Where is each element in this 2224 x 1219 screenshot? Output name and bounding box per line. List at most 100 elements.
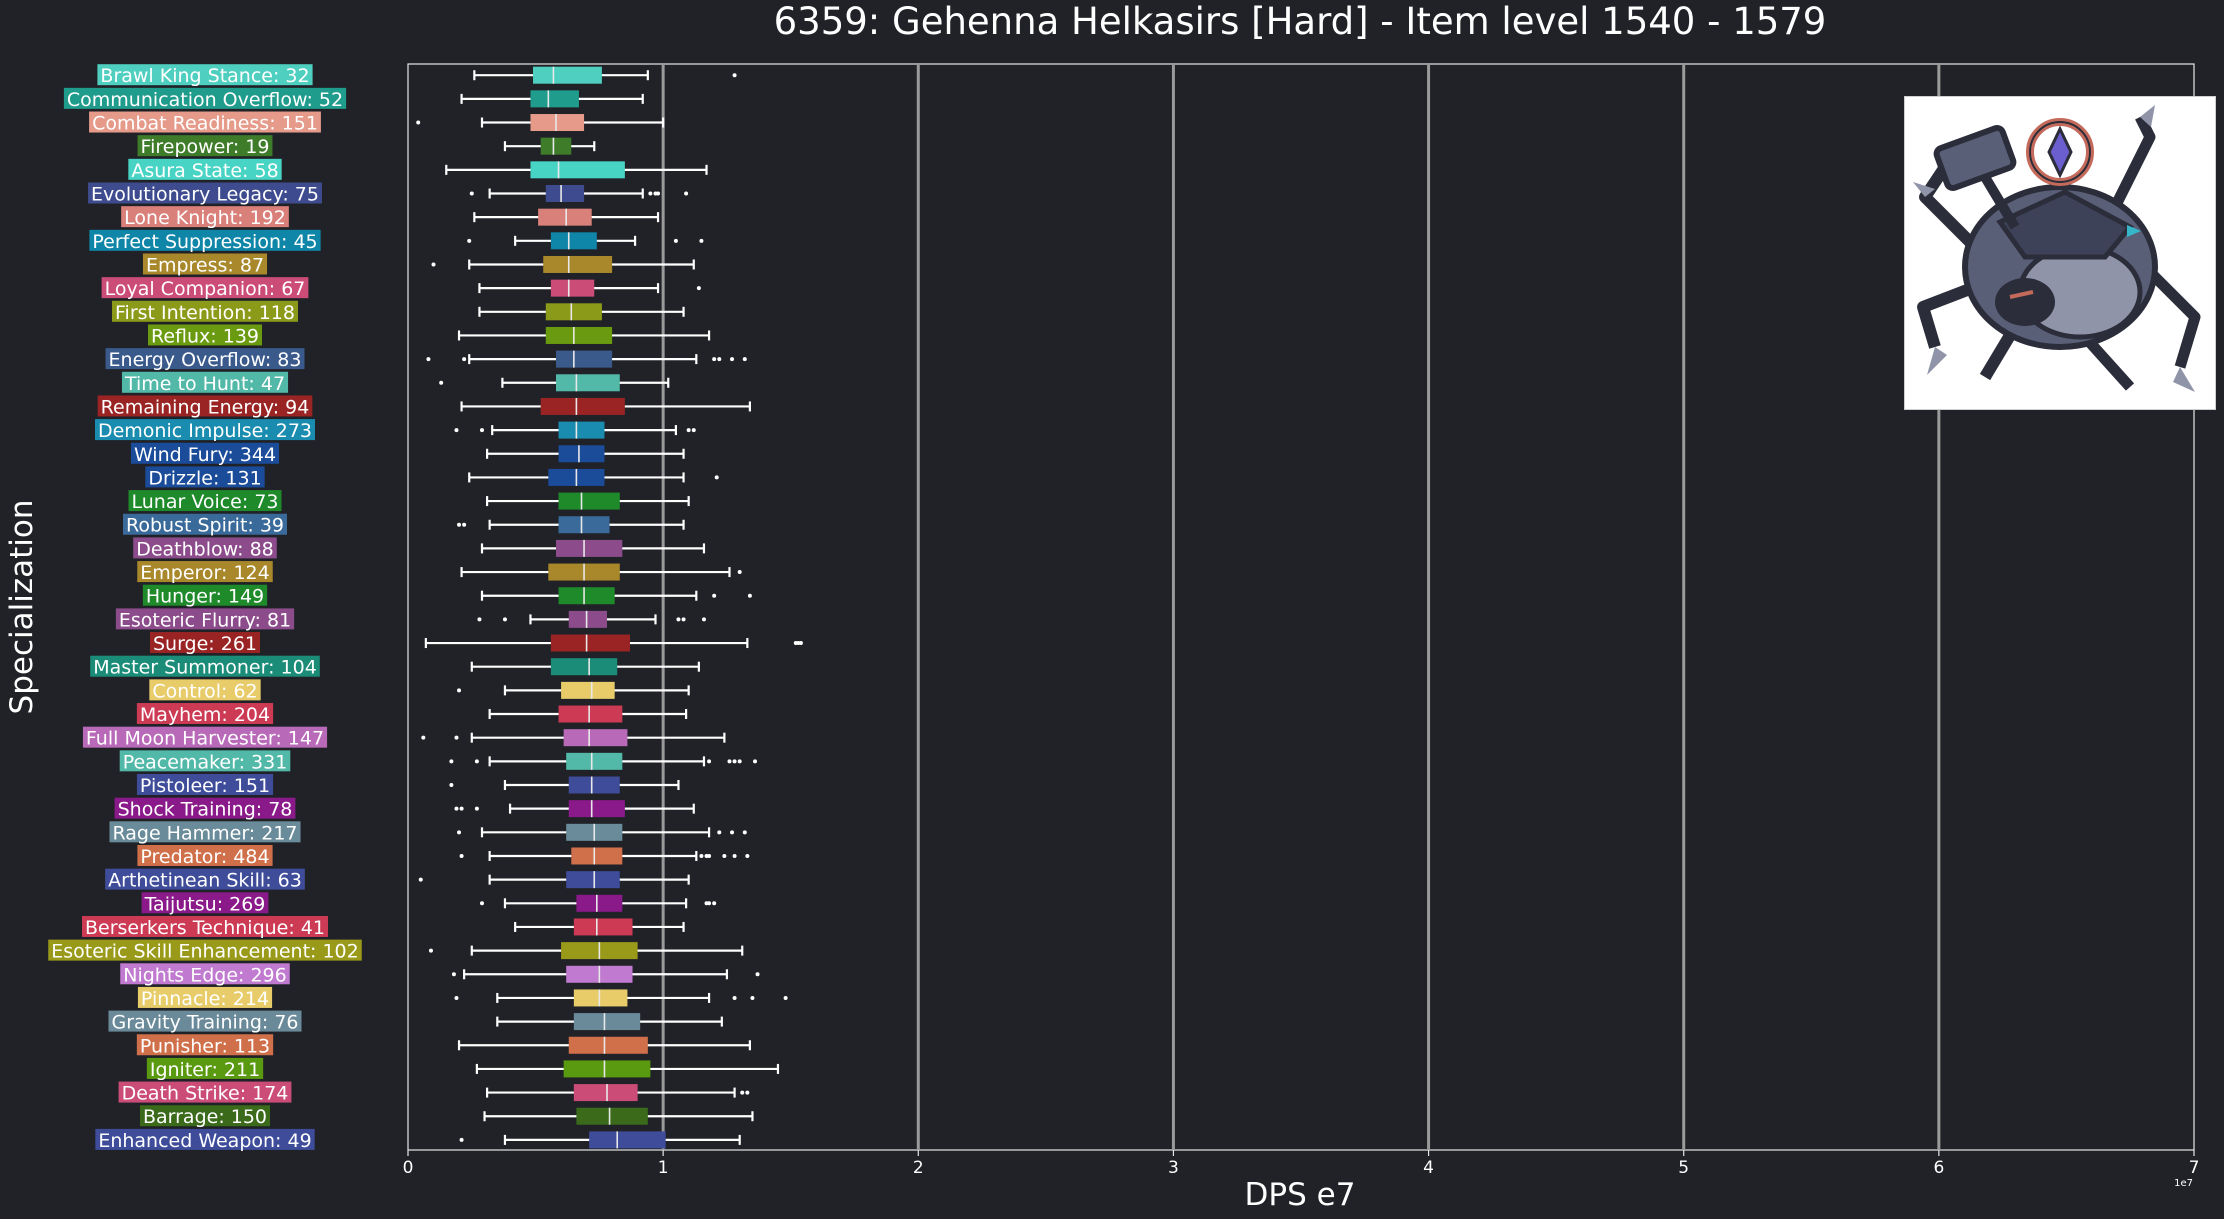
outlier-point — [684, 191, 689, 196]
category-label-7: Perfect Suppression: 45 — [89, 229, 321, 253]
category-label-27: Mayhem: 204 — [136, 703, 274, 726]
outlier-point — [707, 759, 712, 764]
category-label-bg — [97, 395, 313, 417]
category-label-bg — [101, 277, 309, 299]
iqr-box — [558, 705, 623, 723]
category-label-bg — [142, 253, 268, 275]
box-row-5 — [469, 185, 689, 202]
box-row-37 — [428, 942, 744, 960]
iqr-box — [571, 847, 623, 865]
category-label-34: Arthetinean Skill: 63 — [105, 868, 305, 892]
category-label-text: Firepower: 19 — [141, 136, 270, 158]
x-tick-label-7: 7 — [2189, 1158, 2200, 1178]
x-tick-label-4: 4 — [1423, 1158, 1434, 1178]
outlier-point — [454, 806, 459, 811]
category-label-bg — [122, 513, 288, 535]
iqr-box — [558, 492, 620, 510]
outlier-point — [454, 735, 459, 740]
category-label-text: Master Summoner: 104 — [93, 657, 317, 679]
category-label-4: Asura State: 58 — [128, 158, 282, 182]
category-label-22: Hunger: 149 — [142, 584, 268, 608]
category-label-16: Wind Fury: 344 — [130, 442, 280, 466]
category-label-text: Perfect Suppression: 45 — [92, 231, 317, 253]
iqr-box — [566, 871, 620, 889]
category-label-text: Enhanced Weapon: 49 — [98, 1130, 311, 1152]
category-label-0: Brawl King Stance: 32 — [97, 64, 313, 87]
x-tick-label-0: 0 — [403, 1158, 414, 1178]
category-label-text: Esoteric Flurry: 81 — [119, 609, 291, 631]
iqr-box — [555, 539, 623, 557]
iqr-box — [545, 303, 602, 321]
category-label-text: Taijutsu: 269 — [144, 893, 266, 915]
box-row-9 — [478, 279, 701, 297]
category-label-text: Barrage: 150 — [143, 1106, 267, 1128]
iqr-box — [530, 161, 625, 179]
iqr-box — [563, 729, 628, 747]
category-label-text: Shock Training: 78 — [118, 799, 293, 821]
box-row-38 — [451, 965, 760, 983]
category-label-37: Esoteric Skill Enhancement: 102 — [48, 939, 362, 963]
category-label-32: Rage Hammer: 217 — [109, 821, 301, 844]
category-label-bg — [142, 584, 268, 606]
iqr-box — [576, 1107, 648, 1125]
category-label-bg — [119, 750, 291, 772]
category-label-33: Predator: 484 — [137, 844, 273, 868]
outlier-point — [457, 830, 462, 835]
category-label-8: Empress: 87 — [142, 253, 268, 276]
outlier-point — [752, 759, 757, 764]
category-label-bg — [90, 655, 320, 677]
box-row-1 — [460, 90, 644, 108]
outlier-point — [467, 238, 472, 243]
category-label-text: Wind Fury: 344 — [134, 444, 276, 466]
outlier-point — [418, 877, 423, 882]
category-label-20: Deathblow: 88 — [133, 537, 277, 560]
outlier-point — [477, 617, 482, 622]
category-label-9: Loyal Companion: 67 — [101, 277, 309, 300]
outlier-point — [459, 806, 464, 811]
outlier-point — [449, 783, 454, 787]
category-label-bg — [148, 324, 262, 346]
outlier-point — [701, 617, 706, 622]
outlier-point — [699, 853, 704, 858]
category-label-bg — [108, 1010, 302, 1032]
gridlines — [661, 64, 1941, 1150]
iqr-box — [540, 137, 572, 155]
iqr-box — [573, 918, 633, 936]
category-label-text: Robust Spirit: 39 — [126, 515, 284, 537]
category-label-12: Energy Overflow: 83 — [105, 348, 305, 371]
x-axis-ticks: 0 1 2 3 4 5 6 7 — [403, 1150, 2200, 1178]
category-label-text: Lunar Voice: 73 — [131, 491, 278, 513]
category-label-bg — [115, 608, 295, 630]
outlier-point — [699, 238, 704, 243]
category-label-text: Time to Hunt: 47 — [124, 373, 285, 395]
category-label-41: Punisher: 113 — [136, 1034, 274, 1057]
outlier-point — [707, 853, 712, 858]
box-row-18 — [485, 492, 690, 510]
box-row-10 — [478, 303, 685, 321]
outlier-point — [462, 522, 467, 527]
category-label-text: Nights Edge: 296 — [123, 964, 287, 986]
box-row-16 — [485, 445, 685, 463]
box-row-41 — [457, 1036, 751, 1054]
category-label-23: Esoteric Flurry: 81 — [115, 608, 295, 631]
category-label-bg — [136, 1034, 274, 1056]
category-label-bg — [89, 229, 321, 251]
category-label-38: Nights Edge: 296 — [120, 963, 290, 986]
box-row-11 — [457, 326, 711, 344]
category-label-text: Predator: 484 — [140, 846, 269, 868]
category-label-29: Peacemaker: 331 — [119, 750, 291, 773]
outlier-point — [457, 522, 462, 527]
category-label-text: First Intention: 118 — [115, 302, 295, 324]
category-label-bg — [149, 632, 261, 654]
category-label-bg — [137, 844, 273, 866]
box-row-32 — [457, 823, 747, 841]
iqr-box — [530, 90, 579, 108]
outlier-point — [707, 901, 712, 906]
category-label-text: Demonic Impulse: 273 — [98, 420, 312, 442]
box-row-2 — [416, 114, 665, 132]
iqr-box — [550, 232, 597, 250]
category-label-bg — [105, 868, 305, 890]
outlier-point — [474, 806, 479, 811]
box-row-3 — [503, 137, 596, 155]
outlier-point — [416, 120, 421, 125]
